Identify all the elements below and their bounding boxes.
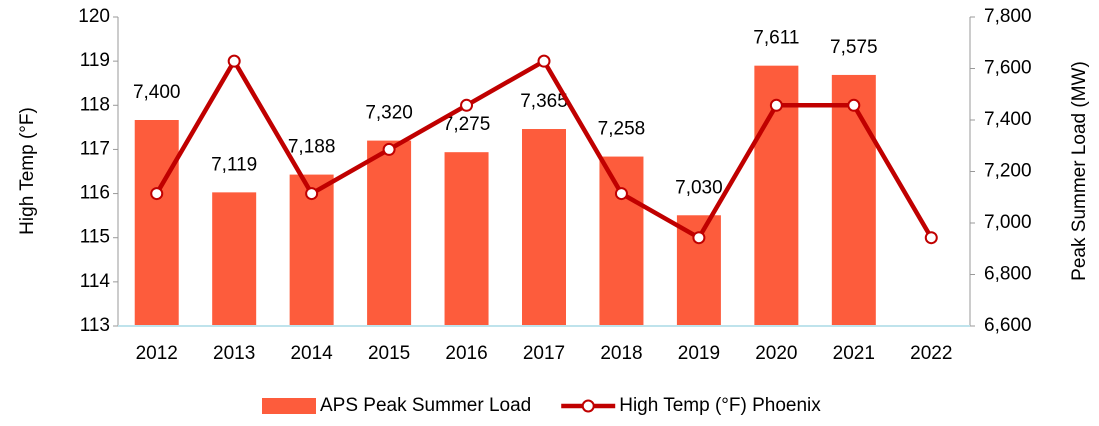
y-tick-label: 114 xyxy=(80,271,111,292)
x-tick-label: 2021 xyxy=(833,343,875,364)
y-tick-label: 118 xyxy=(80,94,110,115)
y2-tick-label: 7,600 xyxy=(984,58,1032,79)
value-label: 7,275 xyxy=(443,114,491,135)
y2-axis-label: Peak Summer Load (MW) xyxy=(1069,61,1090,281)
y-tick-label: 113 xyxy=(80,315,110,336)
value-label: 7,365 xyxy=(520,91,568,112)
x-tick-label: 2015 xyxy=(368,343,410,364)
y-axis-label: High Temp (°F) xyxy=(17,107,38,235)
bar xyxy=(444,152,489,326)
value-label: 7,119 xyxy=(211,154,257,175)
legend-label: APS Peak Summer Load xyxy=(320,395,531,416)
bar xyxy=(522,129,566,326)
y2-tick-label: 6,800 xyxy=(984,264,1032,285)
legend-swatch xyxy=(262,398,316,414)
y-tick-label: 115 xyxy=(80,227,110,248)
x-tick-label: 2012 xyxy=(136,343,178,364)
value-label: 7,030 xyxy=(675,177,723,198)
value-label: 7,188 xyxy=(288,137,336,158)
value-label: 7,258 xyxy=(598,119,646,140)
line-marker xyxy=(460,98,474,112)
line-marker xyxy=(305,187,319,201)
x-tick-label: 2022 xyxy=(910,343,952,364)
x-tick-label: 2014 xyxy=(290,343,333,364)
value-label: 7,320 xyxy=(365,103,413,124)
line-marker xyxy=(614,187,628,201)
x-tick-label: 2020 xyxy=(755,343,797,364)
line-marker xyxy=(227,54,241,68)
y2-tick-label: 7,000 xyxy=(984,212,1032,233)
line-marker xyxy=(692,231,706,245)
y-tick-label: 116 xyxy=(80,183,110,204)
line-marker xyxy=(769,98,783,112)
legend-label: High Temp (°F) Phoenix xyxy=(619,395,821,416)
y-tick-label: 120 xyxy=(78,6,110,27)
line-marker xyxy=(150,187,164,201)
value-label: 7,400 xyxy=(133,82,181,103)
line-marker xyxy=(847,98,861,112)
x-tick-label: 2018 xyxy=(600,343,642,364)
value-label: 7,611 xyxy=(753,28,799,49)
line-marker xyxy=(924,231,938,245)
bar xyxy=(599,156,644,326)
bar xyxy=(831,74,876,326)
x-tick-label: 2017 xyxy=(523,343,565,364)
y2-tick-label: 6,600 xyxy=(984,315,1032,336)
bar xyxy=(212,192,257,326)
bar xyxy=(367,140,412,326)
x-tick-label: 2016 xyxy=(445,343,487,364)
y2-tick-label: 7,400 xyxy=(984,109,1032,130)
value-label: 7,575 xyxy=(830,37,878,58)
line-marker xyxy=(537,54,551,68)
bar xyxy=(134,120,179,326)
x-tick-label: 2013 xyxy=(213,343,255,364)
y-tick-label: 117 xyxy=(80,138,110,159)
y2-tick-label: 7,800 xyxy=(984,6,1032,27)
legend-swatch-marker xyxy=(581,399,595,413)
x-tick-label: 2019 xyxy=(678,343,720,364)
y2-tick-label: 7,200 xyxy=(984,161,1032,182)
y-tick-label: 119 xyxy=(80,50,110,71)
line-marker xyxy=(382,142,396,156)
